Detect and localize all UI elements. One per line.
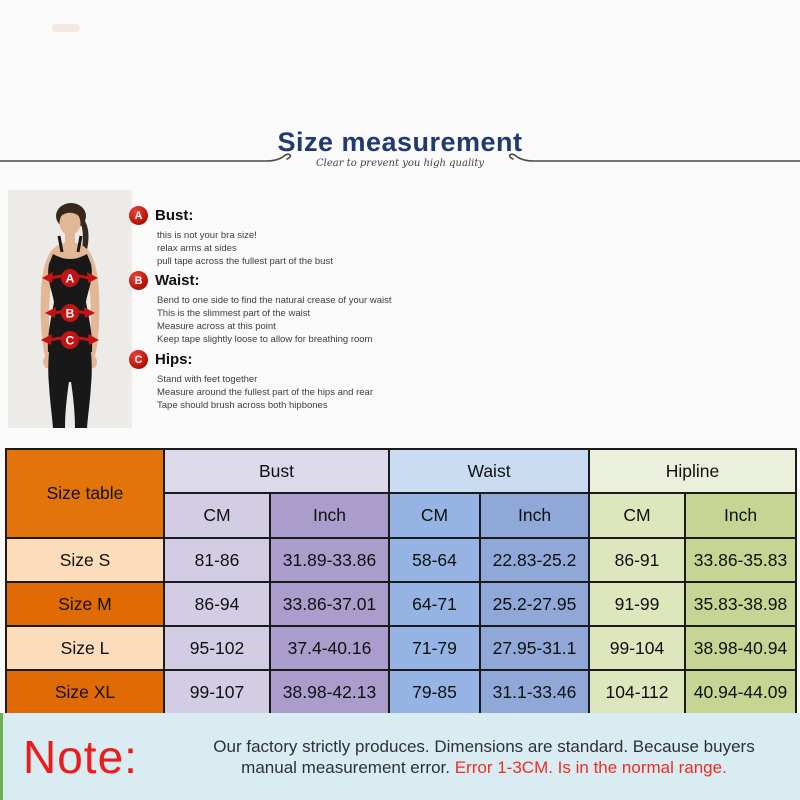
note-banner: Note: Our factory strictly produces. Dim… xyxy=(0,713,800,800)
hips-instruction: Stand with feet together xyxy=(157,374,258,385)
cell: 31.1-33.46 xyxy=(478,669,591,715)
model-photo: A B C xyxy=(8,190,132,428)
hips-instruction: Tape should brush across both hipbones xyxy=(157,400,328,411)
waist-instruction: This is the slimmest part of the waist xyxy=(157,308,311,319)
hipline-group-header: Hipline xyxy=(588,448,798,494)
bust-arrow-label: A xyxy=(66,272,75,286)
faint-watermark xyxy=(52,24,80,32)
cell: 37.4-40.16 xyxy=(269,625,390,671)
bust-section-title: Bust: xyxy=(155,207,194,224)
cell: 38.98-42.13 xyxy=(269,669,390,715)
hips-arrow: C xyxy=(41,331,99,349)
hips-marker-badge: C xyxy=(129,350,148,369)
waist-group-header: Waist xyxy=(387,448,591,494)
bust-arrow: A xyxy=(42,269,98,287)
waist-cm-header: CM xyxy=(388,492,481,539)
cell: 58-64 xyxy=(388,537,481,583)
waist-inch-header: Inch xyxy=(478,492,591,539)
waist-instruction: Bend to one side to find the natural cre… xyxy=(157,295,392,306)
hips-arrow-label: C xyxy=(66,334,75,348)
hipline-cm-header: CM xyxy=(588,492,687,539)
cell: 86-94 xyxy=(163,581,271,627)
bust-inch-header: Inch xyxy=(269,492,390,539)
bust-cm-header: CM xyxy=(163,492,271,539)
waist-instruction: Keep tape slightly loose to allow for br… xyxy=(157,334,373,345)
cell: 31.89-33.86 xyxy=(269,537,390,583)
cell: 104-112 xyxy=(588,669,687,715)
size-table-corner: Size table xyxy=(5,448,165,539)
cell: 40.94-44.09 xyxy=(684,669,798,715)
hips-section-title: Hips: xyxy=(155,351,193,368)
cell: 38.98-40.94 xyxy=(684,625,798,671)
waist-section: B Waist: Bend to one side to find the na… xyxy=(129,271,469,346)
table-row: Size L 95-102 37.4-40.16 71-79 27.95-31.… xyxy=(5,625,798,671)
note-line2: manual measurement error. xyxy=(241,757,455,777)
note-text: Our factory strictly produces. Dimension… xyxy=(173,713,795,800)
cell: 71-79 xyxy=(388,625,481,671)
size-m-label: Size M xyxy=(5,581,165,627)
cell: 99-107 xyxy=(163,669,271,715)
cell: 22.83-25.2 xyxy=(478,537,591,583)
cell: 27.95-31.1 xyxy=(478,625,591,671)
hips-section: C Hips: Stand with feet together Measure… xyxy=(129,350,469,412)
title-flourish xyxy=(0,153,800,162)
size-xl-label: Size XL xyxy=(5,669,165,715)
waist-instruction: Measure across at this point xyxy=(157,321,276,332)
model-camisole xyxy=(47,254,93,352)
waist-marker-badge: B xyxy=(129,271,148,290)
cell: 81-86 xyxy=(163,537,271,583)
page-title: Size measurement xyxy=(277,127,523,157)
cell: 33.86-35.83 xyxy=(684,537,798,583)
cell: 25.2-27.95 xyxy=(478,581,591,627)
model-leggings xyxy=(48,352,92,428)
bust-instruction: pull tape across the fullest part of the… xyxy=(157,256,333,267)
waist-arrow-label: B xyxy=(66,307,75,321)
model-face xyxy=(59,211,81,235)
waist-arrow: B xyxy=(45,304,95,322)
cell: 99-104 xyxy=(588,625,687,671)
cell: 64-71 xyxy=(388,581,481,627)
note-label: Note: xyxy=(23,730,138,783)
cell: 86-91 xyxy=(588,537,687,583)
waist-section-title: Waist: xyxy=(155,272,200,289)
table-row: Size M 86-94 33.86-37.01 64-71 25.2-27.9… xyxy=(5,581,798,627)
cell: 79-85 xyxy=(388,669,481,715)
size-s-label: Size S xyxy=(5,537,165,583)
bust-instruction: this is not your bra size! xyxy=(157,230,257,241)
cell: 33.86-37.01 xyxy=(269,581,390,627)
page-subtitle: Clear to prevent you high quality xyxy=(315,158,485,169)
size-l-label: Size L xyxy=(5,625,165,671)
table-row: Size S 81-86 31.89-33.86 58-64 22.83-25.… xyxy=(5,537,798,583)
bust-instruction: relax arms at sides xyxy=(157,243,237,254)
cell: 35.83-38.98 xyxy=(684,581,798,627)
cell: 91-99 xyxy=(588,581,687,627)
note-line1: Our factory strictly produces. Dimension… xyxy=(213,736,755,756)
hips-instruction: Measure around the fullest part of the h… xyxy=(157,387,373,398)
bust-section: A Bust: this is not your bra size! relax… xyxy=(129,206,469,268)
cell: 95-102 xyxy=(163,625,271,671)
bust-marker-badge: A xyxy=(129,206,148,225)
model-figure: A B C xyxy=(8,190,132,428)
table-row: Size XL 99-107 38.98-42.13 79-85 31.1-33… xyxy=(5,669,798,715)
bust-group-header: Bust xyxy=(163,448,390,494)
model-camisole-straps xyxy=(57,235,83,253)
hipline-inch-header: Inch xyxy=(684,492,798,539)
note-line2-highlight: Error 1-3CM. Is in the normal range. xyxy=(454,757,727,777)
size-table: Size table Bust Waist Hipline CM Inch CM… xyxy=(5,448,798,715)
